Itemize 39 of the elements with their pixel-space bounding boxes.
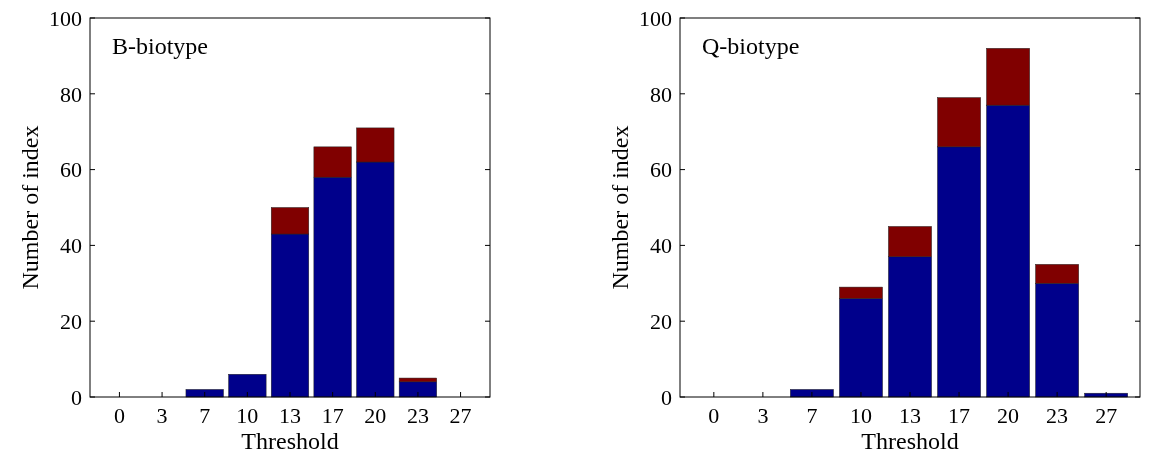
bar — [185, 389, 224, 398]
x-tick-label: 23 — [406, 403, 429, 428]
x-tick-label: 23 — [1046, 403, 1069, 428]
x-tick-label: 10 — [236, 403, 259, 428]
bar — [228, 374, 267, 398]
y-tick-label: 80 — [60, 81, 82, 107]
y-tick-label: 0 — [71, 384, 82, 410]
y-tick-label: 100 — [639, 5, 672, 31]
y-tick-label: 20 — [650, 308, 672, 334]
x-tick-label: 17 — [321, 403, 344, 428]
x-tick-label: 13 — [279, 403, 301, 428]
x-tick-label: 0 — [113, 403, 125, 428]
x-tick-label: 3 — [757, 403, 769, 428]
bar — [398, 381, 437, 398]
x-tick-label: 27 — [449, 403, 472, 428]
x-tick-label: 27 — [1095, 403, 1118, 428]
text: Q-biotype — [702, 33, 800, 59]
text: B-biotype — [112, 33, 208, 59]
y-axis-title: Number of index — [17, 125, 43, 290]
y-tick-label: 100 — [49, 5, 82, 31]
x-tick-label: 7 — [806, 403, 818, 428]
x-tick-label: 20 — [997, 403, 1020, 428]
x-tick-label: 0 — [708, 403, 720, 428]
x-tick-label: 13 — [899, 403, 921, 428]
y-tick-label: 60 — [650, 157, 672, 183]
x-axis-title: Threshold — [861, 428, 959, 454]
x-tick-label: 17 — [948, 403, 971, 428]
y-tick-label: 40 — [60, 233, 82, 259]
y-axis-title: Number of index — [607, 125, 633, 290]
x-tick-label: 10 — [849, 403, 872, 428]
y-tick-label: 0 — [661, 384, 672, 410]
y-tick-label: 60 — [60, 157, 82, 183]
x-tick-label: 20 — [364, 403, 387, 428]
y-tick-label: 40 — [650, 233, 672, 259]
x-axis-title: Threshold — [241, 428, 339, 454]
y-tick-label: 80 — [650, 81, 672, 107]
x-tick-label: 7 — [199, 403, 211, 428]
x-tick-label: 3 — [156, 403, 168, 428]
y-tick-label: 20 — [60, 308, 82, 334]
